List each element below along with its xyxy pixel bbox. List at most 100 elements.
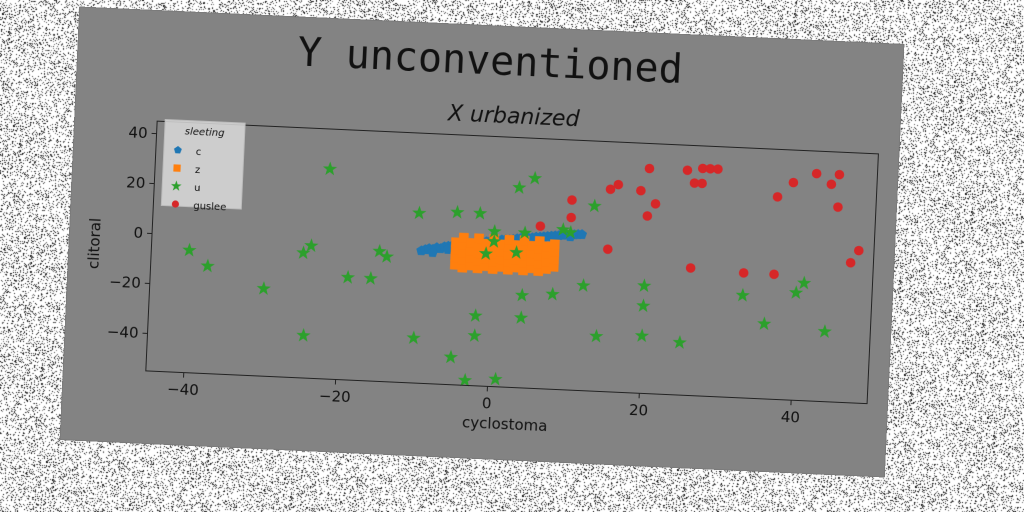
data-point-z bbox=[465, 245, 476, 256]
legend-marker-u bbox=[171, 180, 182, 191]
data-point-u bbox=[797, 275, 812, 290]
data-point-u bbox=[467, 328, 482, 343]
data-point-z bbox=[496, 239, 507, 250]
data-point-guslee bbox=[769, 269, 779, 280]
data-point-u bbox=[296, 328, 311, 342]
legend-marker-c bbox=[174, 146, 182, 154]
data-point-z bbox=[533, 258, 544, 269]
data-point-u bbox=[322, 161, 338, 176]
data-point-u bbox=[563, 225, 578, 239]
legend-label-z: z bbox=[195, 165, 201, 176]
data-point-z bbox=[458, 240, 469, 251]
data-point-u bbox=[372, 243, 387, 258]
data-point-u bbox=[488, 371, 503, 386]
data-point-u bbox=[512, 180, 527, 194]
x-tick-label: 40 bbox=[780, 408, 800, 427]
data-point-u bbox=[514, 310, 529, 325]
data-point-u bbox=[556, 222, 571, 236]
x-tick-label: −20 bbox=[319, 387, 351, 406]
data-point-guslee bbox=[845, 257, 856, 268]
series-z bbox=[449, 232, 560, 277]
data-point-guslee bbox=[697, 178, 707, 189]
data-point-guslee bbox=[566, 212, 577, 223]
data-point-guslee bbox=[826, 179, 837, 190]
data-point-z bbox=[534, 236, 545, 247]
legend-label-c: c bbox=[196, 147, 202, 158]
data-point-u bbox=[379, 249, 395, 263]
data-point-u bbox=[340, 269, 356, 284]
data-point-z bbox=[502, 264, 513, 275]
data-point-guslee bbox=[689, 178, 700, 188]
data-point-u bbox=[296, 245, 311, 260]
data-point-z bbox=[465, 260, 476, 271]
data-point-z bbox=[449, 259, 460, 270]
data-point-z bbox=[542, 241, 553, 252]
data-point-u bbox=[450, 204, 465, 219]
data-point-z bbox=[487, 264, 498, 275]
data-point-z bbox=[488, 256, 499, 267]
data-point-z bbox=[541, 256, 552, 267]
data-point-u bbox=[545, 286, 560, 301]
data-point-u bbox=[637, 278, 652, 293]
data-point-guslee bbox=[535, 221, 546, 231]
data-point-z bbox=[473, 240, 484, 251]
data-point-z bbox=[534, 251, 545, 262]
data-point-z bbox=[533, 266, 544, 277]
legend-box bbox=[160, 118, 246, 210]
data-point-u bbox=[527, 170, 543, 185]
legend-label-guslee: guslee bbox=[193, 201, 226, 213]
data-point-u bbox=[735, 287, 750, 302]
data-point-z bbox=[510, 262, 521, 273]
y-axis-ticks: −40 −20 0 20 40 bbox=[106, 123, 157, 342]
data-point-z bbox=[518, 250, 529, 261]
y-tick-label: 40 bbox=[128, 123, 148, 142]
data-point-z bbox=[519, 235, 530, 246]
data-point-z bbox=[504, 234, 515, 245]
data-point-u bbox=[256, 281, 271, 295]
data-point-guslee bbox=[772, 192, 783, 202]
data-point-u bbox=[363, 270, 378, 285]
data-point-u bbox=[443, 349, 458, 364]
data-point-u bbox=[636, 298, 651, 313]
data-point-guslee bbox=[738, 268, 749, 278]
plot-frame bbox=[145, 120, 879, 405]
data-point-guslee bbox=[642, 211, 653, 221]
y-axis-label: clitoral bbox=[84, 217, 104, 269]
data-point-u bbox=[468, 308, 483, 323]
data-point-c bbox=[576, 229, 588, 240]
data-point-guslee bbox=[853, 245, 864, 256]
data-point-z bbox=[526, 255, 537, 266]
data-point-guslee bbox=[713, 164, 723, 174]
series-guslee bbox=[535, 163, 864, 280]
data-point-u bbox=[473, 205, 488, 220]
data-point-z bbox=[458, 247, 469, 258]
data-point-z bbox=[503, 242, 515, 253]
data-point-z bbox=[473, 233, 484, 244]
x-tick-label: 0 bbox=[482, 394, 492, 412]
data-point-z bbox=[488, 249, 499, 260]
x-axis-label: cyclostoma bbox=[462, 413, 548, 435]
data-point-guslee bbox=[685, 263, 696, 273]
data-point-z bbox=[518, 257, 529, 268]
data-point-u bbox=[757, 316, 772, 331]
data-point-z bbox=[526, 240, 537, 251]
data-point-z bbox=[472, 263, 483, 274]
data-point-z bbox=[526, 248, 537, 259]
data-point-u bbox=[589, 328, 604, 343]
data-point-z bbox=[465, 252, 476, 264]
legend-label-u: u bbox=[194, 183, 201, 194]
data-point-z bbox=[496, 246, 507, 257]
data-point-u bbox=[182, 242, 197, 257]
data-point-guslee bbox=[613, 179, 624, 190]
data-point-z bbox=[457, 255, 468, 266]
x-axis-ticks: −40 −20 0 20 40 bbox=[167, 372, 800, 427]
data-point-z bbox=[503, 249, 514, 260]
data-point-u bbox=[509, 245, 524, 259]
data-point-guslee bbox=[650, 199, 661, 209]
data-point-u bbox=[672, 335, 687, 349]
data-point-u bbox=[478, 246, 494, 260]
data-point-z bbox=[472, 255, 483, 266]
data-point-guslee bbox=[833, 202, 843, 212]
data-point-u bbox=[587, 198, 602, 213]
data-point-u bbox=[304, 238, 319, 253]
